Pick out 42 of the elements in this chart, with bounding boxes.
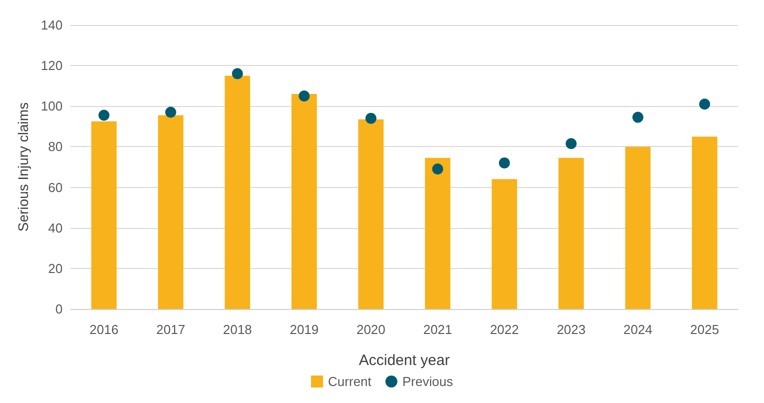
bar [224, 76, 250, 309]
bar [358, 119, 384, 309]
bar [558, 158, 584, 309]
x-tick-label: 2023 [556, 322, 586, 337]
point [298, 90, 310, 102]
y-tick-label: 60 [48, 180, 63, 195]
y-tick-label: 40 [48, 220, 63, 236]
x-tick-label: 2019 [290, 322, 319, 337]
bar [292, 94, 317, 309]
legend-label: Previous [402, 374, 454, 389]
x-tick-label: 2018 [222, 322, 252, 337]
x-tick-label: 2020 [356, 322, 386, 337]
point [432, 164, 444, 175]
point [498, 157, 510, 168]
y-tick-label: 20 [48, 260, 63, 276]
x-tick-label: 2025 [690, 322, 720, 337]
legend-label: Current [328, 374, 372, 389]
y-tick-label: 0 [55, 302, 63, 316]
y-axis-title: Serious Injury claims [15, 102, 31, 232]
x-tick-label: 2021 [423, 322, 452, 337]
bar [424, 158, 450, 309]
bar [91, 121, 117, 309]
x-tick-label: 2022 [490, 322, 519, 337]
point [632, 112, 644, 123]
bar [625, 146, 651, 309]
point [165, 106, 176, 118]
bar [692, 136, 718, 309]
y-tick-label: 140 [40, 18, 63, 32]
point [365, 112, 376, 124]
x-tick-label: 2016 [90, 322, 118, 337]
y-tick-label: 120 [40, 58, 63, 74]
bar [492, 179, 518, 309]
point [232, 68, 243, 80]
point [98, 110, 110, 121]
y-tick-label: 80 [48, 139, 63, 154]
bar [158, 115, 184, 309]
y-tick-label: 100 [40, 98, 63, 114]
point [699, 98, 710, 110]
x-tick-label: 2024 [623, 322, 652, 337]
x-tick-label: 2017 [156, 322, 186, 337]
x-axis-title: Accident year [358, 352, 450, 369]
point [566, 138, 577, 150]
